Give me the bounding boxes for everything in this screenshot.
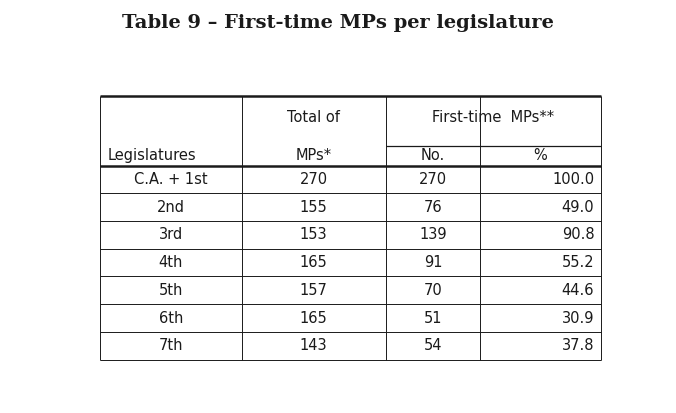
Text: 90.8: 90.8: [562, 228, 594, 242]
Text: 270: 270: [419, 172, 447, 187]
Text: 6th: 6th: [159, 311, 183, 325]
Text: 37.8: 37.8: [562, 338, 594, 353]
Text: 155: 155: [300, 200, 328, 215]
Text: 2nd: 2nd: [157, 200, 185, 215]
Text: 76: 76: [424, 200, 442, 215]
Text: 165: 165: [300, 255, 328, 270]
Text: First-time  MPs**: First-time MPs**: [432, 110, 554, 125]
Text: 55.2: 55.2: [562, 255, 594, 270]
Text: 30.9: 30.9: [562, 311, 594, 325]
Text: Table 9 – First-time MPs per legislature: Table 9 – First-time MPs per legislature: [122, 14, 554, 33]
Text: 7th: 7th: [159, 338, 183, 353]
Text: 44.6: 44.6: [562, 283, 594, 298]
Text: 139: 139: [419, 228, 447, 242]
Text: 143: 143: [300, 338, 327, 353]
Text: 54: 54: [424, 338, 442, 353]
Text: Total of: Total of: [287, 110, 340, 125]
Text: 4th: 4th: [159, 255, 183, 270]
Text: 165: 165: [300, 311, 328, 325]
Text: 49.0: 49.0: [562, 200, 594, 215]
Text: No.: No.: [420, 148, 445, 163]
Text: 70: 70: [424, 283, 442, 298]
Text: %: %: [533, 148, 547, 163]
Text: 51: 51: [424, 311, 442, 325]
Text: 100.0: 100.0: [552, 172, 594, 187]
Text: 91: 91: [424, 255, 442, 270]
Text: 5th: 5th: [159, 283, 183, 298]
Text: 3rd: 3rd: [159, 228, 183, 242]
Text: Legislatures: Legislatures: [108, 148, 197, 163]
Text: C.A. + 1st: C.A. + 1st: [134, 172, 208, 187]
Text: 157: 157: [299, 283, 328, 298]
Text: 153: 153: [300, 228, 327, 242]
Text: 270: 270: [299, 172, 328, 187]
Text: MPs*: MPs*: [295, 148, 332, 163]
